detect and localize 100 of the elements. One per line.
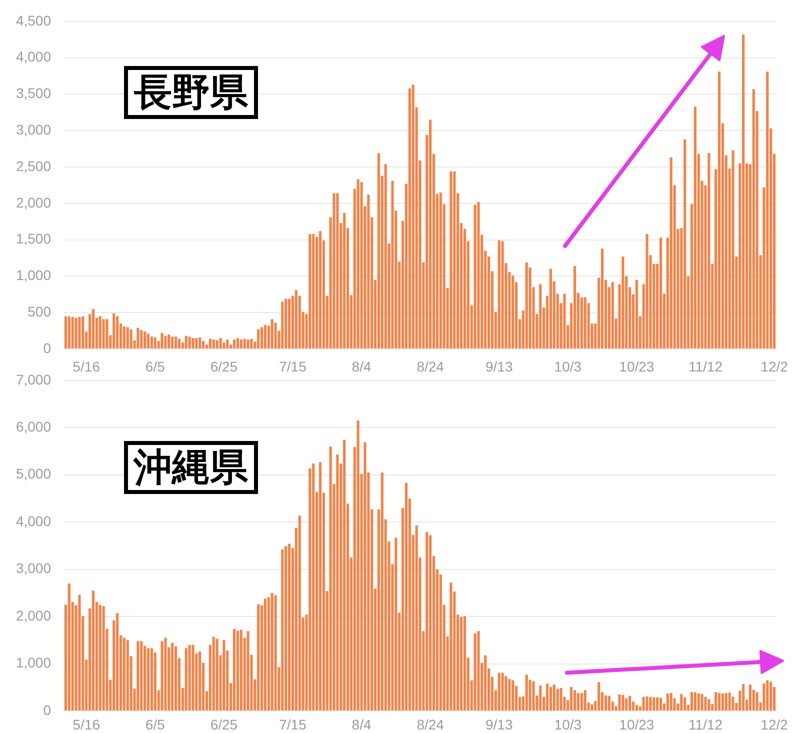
bar <box>281 549 284 710</box>
title-frame: 沖縄県 <box>124 441 258 494</box>
bar <box>453 171 456 348</box>
bar <box>68 316 70 348</box>
bar <box>504 676 508 710</box>
bar <box>240 340 242 348</box>
bar <box>525 674 528 710</box>
bar <box>415 525 418 710</box>
bar <box>150 336 153 348</box>
bar <box>226 340 229 348</box>
bar <box>195 338 198 348</box>
bar <box>408 88 411 348</box>
bar <box>690 692 694 710</box>
bar <box>92 590 95 710</box>
bar <box>198 337 202 348</box>
bar <box>257 329 260 348</box>
bar <box>622 694 624 710</box>
bar <box>164 336 167 348</box>
x-tick-label: 6/25 <box>210 716 238 732</box>
bar <box>718 72 721 348</box>
bar <box>64 316 68 348</box>
x-tick-label: 11/12 <box>688 358 723 374</box>
bar <box>539 685 542 710</box>
bar <box>318 462 322 710</box>
x-tick-label: 8/24 <box>416 358 444 374</box>
bar <box>312 464 315 710</box>
bar <box>222 342 226 348</box>
bar <box>188 644 191 710</box>
x-tick-label: 9/13 <box>485 716 513 732</box>
bar <box>450 582 452 710</box>
bar <box>343 440 346 710</box>
bar <box>171 642 174 710</box>
bar <box>556 688 559 710</box>
y-tick-label: 4,000 <box>16 48 52 65</box>
bar <box>219 338 222 348</box>
bar <box>212 636 215 710</box>
bar <box>498 672 500 710</box>
y-tick-label: 6,000 <box>16 418 52 434</box>
bar <box>700 694 704 710</box>
bar <box>102 319 105 348</box>
bar <box>150 648 153 710</box>
bar <box>694 692 696 710</box>
bar <box>78 316 81 348</box>
bar <box>394 538 398 710</box>
bar <box>312 234 315 348</box>
x-tick-label: 6/25 <box>210 358 238 374</box>
bar <box>618 694 621 710</box>
bar <box>498 240 500 348</box>
bar <box>501 241 504 348</box>
bar <box>611 282 614 348</box>
bar <box>174 646 178 710</box>
bar <box>136 641 140 710</box>
bar <box>116 316 119 348</box>
bar <box>380 472 384 710</box>
x-tick-label: 7/15 <box>279 716 307 732</box>
bar <box>474 204 476 348</box>
bar <box>164 638 167 710</box>
bar <box>649 696 652 710</box>
bar <box>267 597 270 710</box>
bar <box>742 684 745 710</box>
bar <box>742 34 745 348</box>
bar <box>288 298 291 348</box>
bar <box>439 192 442 348</box>
bar <box>184 648 188 710</box>
y-tick-label: 2,500 <box>16 158 52 174</box>
bar <box>160 332 164 348</box>
y-tick-label: 2,000 <box>16 607 52 624</box>
bar <box>659 238 662 348</box>
bar <box>670 158 672 348</box>
bar <box>770 682 772 710</box>
x-tick-label: 5/16 <box>72 358 100 374</box>
bar <box>652 697 656 710</box>
bar <box>625 698 628 710</box>
bar <box>580 693 583 710</box>
bar <box>539 284 542 348</box>
bar <box>580 297 583 348</box>
bar <box>284 546 288 710</box>
bar <box>356 420 360 710</box>
bar <box>525 262 528 348</box>
bar <box>78 594 81 710</box>
bar <box>384 164 387 348</box>
bar <box>122 326 126 348</box>
bar <box>708 153 710 348</box>
bar <box>570 686 573 710</box>
x-tick-label: 11/12 <box>688 716 723 732</box>
bar <box>608 696 610 710</box>
y-tick-label: 5,000 <box>16 466 52 482</box>
bar <box>412 84 414 348</box>
bar <box>130 329 132 348</box>
bar <box>154 652 156 710</box>
bar <box>264 324 267 348</box>
x-tick-label: 7/15 <box>279 358 307 374</box>
x-tick-label: 6/5 <box>145 358 166 374</box>
x-tick-label: 10/3 <box>554 716 582 732</box>
bar <box>670 693 672 710</box>
bar <box>646 234 648 348</box>
x-tick-label: 9/13 <box>485 358 513 374</box>
bar <box>576 693 580 710</box>
bar <box>477 202 480 348</box>
bar <box>274 595 277 710</box>
